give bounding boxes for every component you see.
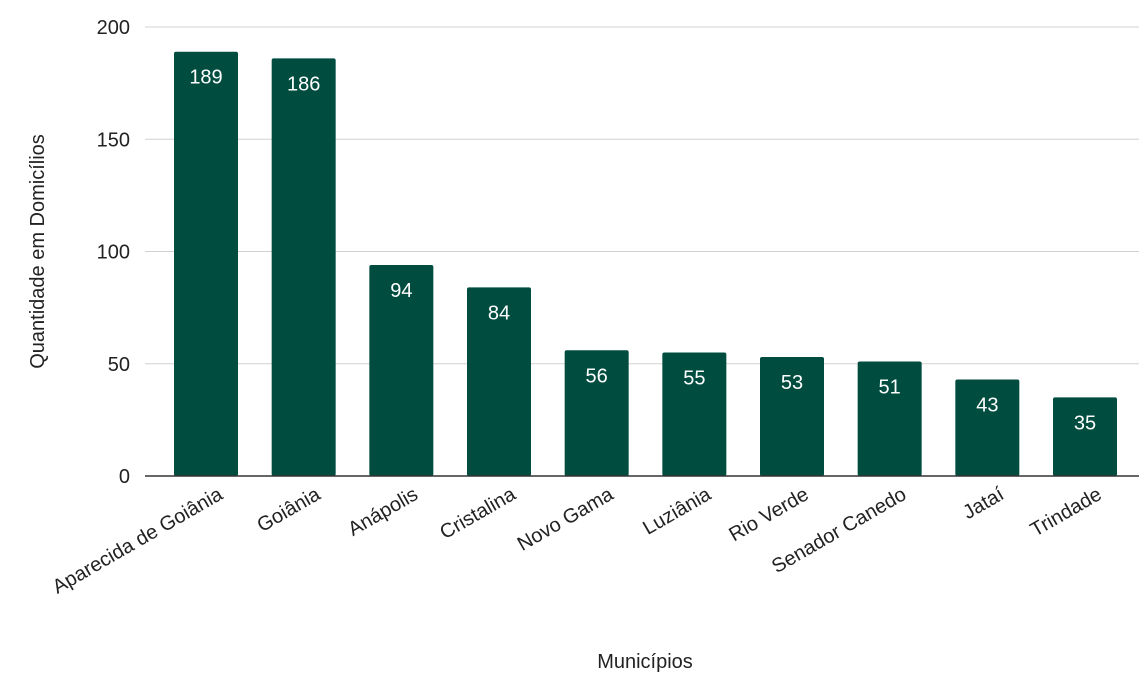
- x-tick-label: Anápolis: [344, 483, 421, 540]
- x-tick-label: Trindade: [1027, 483, 1106, 541]
- bars: [174, 51, 1117, 477]
- x-axis-title: Municípios: [597, 651, 693, 673]
- bar-value-label: 35: [1074, 412, 1096, 434]
- x-tick-label: Novo Gama: [514, 483, 618, 556]
- bar: [564, 350, 629, 476]
- y-tick-label: 50: [108, 354, 130, 376]
- bar-value-label: 53: [781, 372, 803, 394]
- bar: [467, 287, 531, 476]
- bar-value-label: 51: [879, 377, 901, 399]
- x-tick-label: Rio Verde: [725, 483, 812, 546]
- bar-value-label: 43: [976, 394, 998, 416]
- x-tick-label: Aparecida de Goiânia: [49, 483, 227, 599]
- x-tick-label: Goiânia: [253, 483, 324, 537]
- bar: [760, 357, 824, 476]
- bar-value-label: 186: [287, 73, 320, 95]
- bar-value-label: 189: [189, 67, 222, 89]
- x-axis-ticks: Aparecida de Goiânia Goiânia Anápolis Crist…: [49, 483, 1106, 599]
- x-tick-label: Cristalina: [436, 483, 520, 544]
- bar: [662, 352, 727, 476]
- y-tick-label: 0: [119, 466, 130, 488]
- x-tick-label: Luziânia: [639, 483, 715, 540]
- bar: [271, 58, 336, 477]
- bar-value-label: 56: [586, 365, 608, 387]
- bar: [369, 264, 434, 476]
- x-tick-label: Jataí: [959, 483, 1008, 524]
- y-tick-label: 200: [97, 17, 130, 39]
- bar: [857, 361, 922, 476]
- y-axis-ticks: 0 50 100 150 200: [97, 17, 130, 488]
- bar-value-label: 84: [488, 302, 510, 324]
- y-axis-title: Quantidade em Domicílios: [27, 134, 49, 369]
- y-tick-label: 100: [97, 242, 130, 264]
- bar: [1053, 397, 1117, 476]
- bar-value-label: 55: [683, 368, 705, 390]
- bar-value-label: 94: [390, 280, 412, 302]
- bar: [955, 379, 1020, 476]
- data-labels: 189 186 94 84 56 55 53 51 43 35: [189, 67, 1096, 435]
- y-tick-label: 150: [97, 129, 130, 151]
- bar: [174, 51, 238, 476]
